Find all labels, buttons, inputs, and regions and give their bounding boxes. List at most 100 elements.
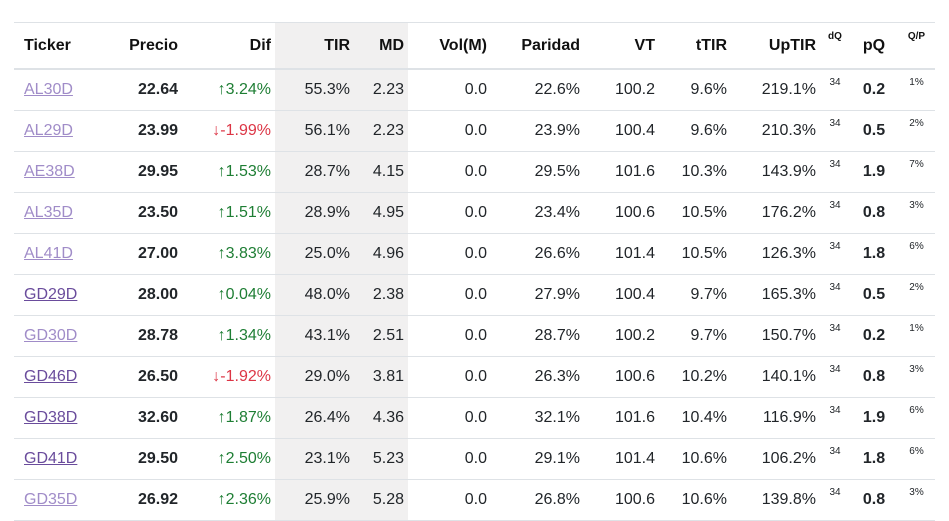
vt-cell: 100.4 xyxy=(584,110,659,152)
tir-cell: 48.0% xyxy=(275,274,354,316)
pq-cell: 0.2 xyxy=(850,315,898,357)
dq-cell: 34 xyxy=(820,233,850,275)
dif-cell: ↑0.04% xyxy=(182,274,275,316)
md-cell: 2.51 xyxy=(354,315,408,357)
uptir-cell: 143.9% xyxy=(731,151,820,193)
ticker-cell: AL35D xyxy=(14,192,101,234)
header-precio[interactable]: Precio xyxy=(101,22,182,70)
uptir-cell: 219.1% xyxy=(731,69,820,111)
ticker-link[interactable]: GD46D xyxy=(24,368,78,385)
qp-cell: 2% xyxy=(898,274,935,316)
uptir-cell: 150.7% xyxy=(731,315,820,357)
header-dif[interactable]: Dif xyxy=(182,22,275,70)
header-paridad[interactable]: Paridad xyxy=(491,22,584,70)
table-row: GD30D 28.78 ↑1.34% 43.1% 2.51 0.0 28.7% … xyxy=(14,315,935,357)
paridad-cell: 29.5% xyxy=(491,151,584,193)
dif-cell: ↑1.51% xyxy=(182,192,275,234)
ticker-link[interactable]: GD41D xyxy=(24,450,78,467)
bonds-table-container: Ticker Precio Dif TIR MD Vol(M) Paridad … xyxy=(14,22,935,521)
header-dq[interactable]: dQ xyxy=(820,22,850,70)
pq-cell: 1.8 xyxy=(850,438,898,480)
ticker-cell: GD35D xyxy=(14,479,101,521)
vt-cell: 100.6 xyxy=(584,192,659,234)
header-ticker[interactable]: Ticker xyxy=(14,22,101,70)
uptir-cell: 176.2% xyxy=(731,192,820,234)
vt-cell: 100.6 xyxy=(584,479,659,521)
tir-cell: 56.1% xyxy=(275,110,354,152)
dq-cell: 34 xyxy=(820,438,850,480)
tir-cell: 23.1% xyxy=(275,438,354,480)
vol-cell: 0.0 xyxy=(408,151,491,193)
ttir-cell: 9.7% xyxy=(659,315,731,357)
table-row: AE38D 29.95 ↑1.53% 28.7% 4.15 0.0 29.5% … xyxy=(14,151,935,193)
vt-cell: 101.4 xyxy=(584,438,659,480)
header-md[interactable]: MD xyxy=(354,22,408,70)
dif-cell: ↑3.24% xyxy=(182,69,275,111)
dq-cell: 34 xyxy=(820,110,850,152)
header-pq[interactable]: pQ xyxy=(850,22,898,70)
precio-cell: 32.60 xyxy=(101,397,182,439)
uptir-cell: 140.1% xyxy=(731,356,820,398)
header-tir[interactable]: TIR xyxy=(275,22,354,70)
ticker-link[interactable]: GD38D xyxy=(24,409,78,426)
precio-cell: 28.00 xyxy=(101,274,182,316)
uptir-cell: 165.3% xyxy=(731,274,820,316)
ticker-link[interactable]: AL41D xyxy=(24,245,73,262)
paridad-cell: 23.9% xyxy=(491,110,584,152)
tir-cell: 43.1% xyxy=(275,315,354,357)
table-row: AL29D 23.99 ↓-1.99% 56.1% 2.23 0.0 23.9%… xyxy=(14,110,935,152)
paridad-cell: 26.3% xyxy=(491,356,584,398)
ticker-link[interactable]: AL35D xyxy=(24,204,73,221)
md-cell: 3.81 xyxy=(354,356,408,398)
dq-cell: 34 xyxy=(820,479,850,521)
ttir-cell: 10.6% xyxy=(659,438,731,480)
vol-cell: 0.0 xyxy=(408,397,491,439)
header-ttir[interactable]: tTIR xyxy=(659,22,731,70)
ttir-cell: 9.6% xyxy=(659,110,731,152)
vt-cell: 100.6 xyxy=(584,356,659,398)
ticker-link[interactable]: GD29D xyxy=(24,286,78,303)
table-body: AL30D 22.64 ↑3.24% 55.3% 2.23 0.0 22.6% … xyxy=(14,69,935,521)
vol-cell: 0.0 xyxy=(408,479,491,521)
qp-cell: 6% xyxy=(898,233,935,275)
dq-cell: 34 xyxy=(820,192,850,234)
qp-cell: 6% xyxy=(898,438,935,480)
ticker-link[interactable]: GD30D xyxy=(24,327,78,344)
pq-cell: 0.2 xyxy=(850,69,898,111)
md-cell: 5.23 xyxy=(354,438,408,480)
header-vol[interactable]: Vol(M) xyxy=(408,22,491,70)
qp-cell: 3% xyxy=(898,479,935,521)
ticker-link[interactable]: GD35D xyxy=(24,491,78,508)
md-cell: 4.36 xyxy=(354,397,408,439)
qp-cell: 7% xyxy=(898,151,935,193)
dq-cell: 34 xyxy=(820,356,850,398)
pq-cell: 0.8 xyxy=(850,192,898,234)
dif-cell: ↓-1.92% xyxy=(182,356,275,398)
header-qp[interactable]: Q/P xyxy=(898,22,935,70)
header-uptir[interactable]: UpTIR xyxy=(731,22,820,70)
ticker-cell: GD38D xyxy=(14,397,101,439)
md-cell: 4.15 xyxy=(354,151,408,193)
vt-cell: 101.4 xyxy=(584,233,659,275)
vol-cell: 0.0 xyxy=(408,315,491,357)
pq-cell: 1.8 xyxy=(850,233,898,275)
table-row: GD41D 29.50 ↑2.50% 23.1% 5.23 0.0 29.1% … xyxy=(14,438,935,480)
ticker-link[interactable]: AL30D xyxy=(24,81,73,98)
ticker-link[interactable]: AL29D xyxy=(24,122,73,139)
ttir-cell: 10.4% xyxy=(659,397,731,439)
table-row: GD35D 26.92 ↑2.36% 25.9% 5.28 0.0 26.8% … xyxy=(14,479,935,521)
vol-cell: 0.0 xyxy=(408,274,491,316)
paridad-cell: 32.1% xyxy=(491,397,584,439)
header-vt[interactable]: VT xyxy=(584,22,659,70)
tir-cell: 25.0% xyxy=(275,233,354,275)
md-cell: 2.23 xyxy=(354,69,408,111)
dq-cell: 34 xyxy=(820,274,850,316)
tir-cell: 28.9% xyxy=(275,192,354,234)
paridad-cell: 27.9% xyxy=(491,274,584,316)
dif-cell: ↓-1.99% xyxy=(182,110,275,152)
ttir-cell: 9.7% xyxy=(659,274,731,316)
ticker-link[interactable]: AE38D xyxy=(24,163,75,180)
dq-cell: 34 xyxy=(820,397,850,439)
ttir-cell: 10.6% xyxy=(659,479,731,521)
md-cell: 4.95 xyxy=(354,192,408,234)
